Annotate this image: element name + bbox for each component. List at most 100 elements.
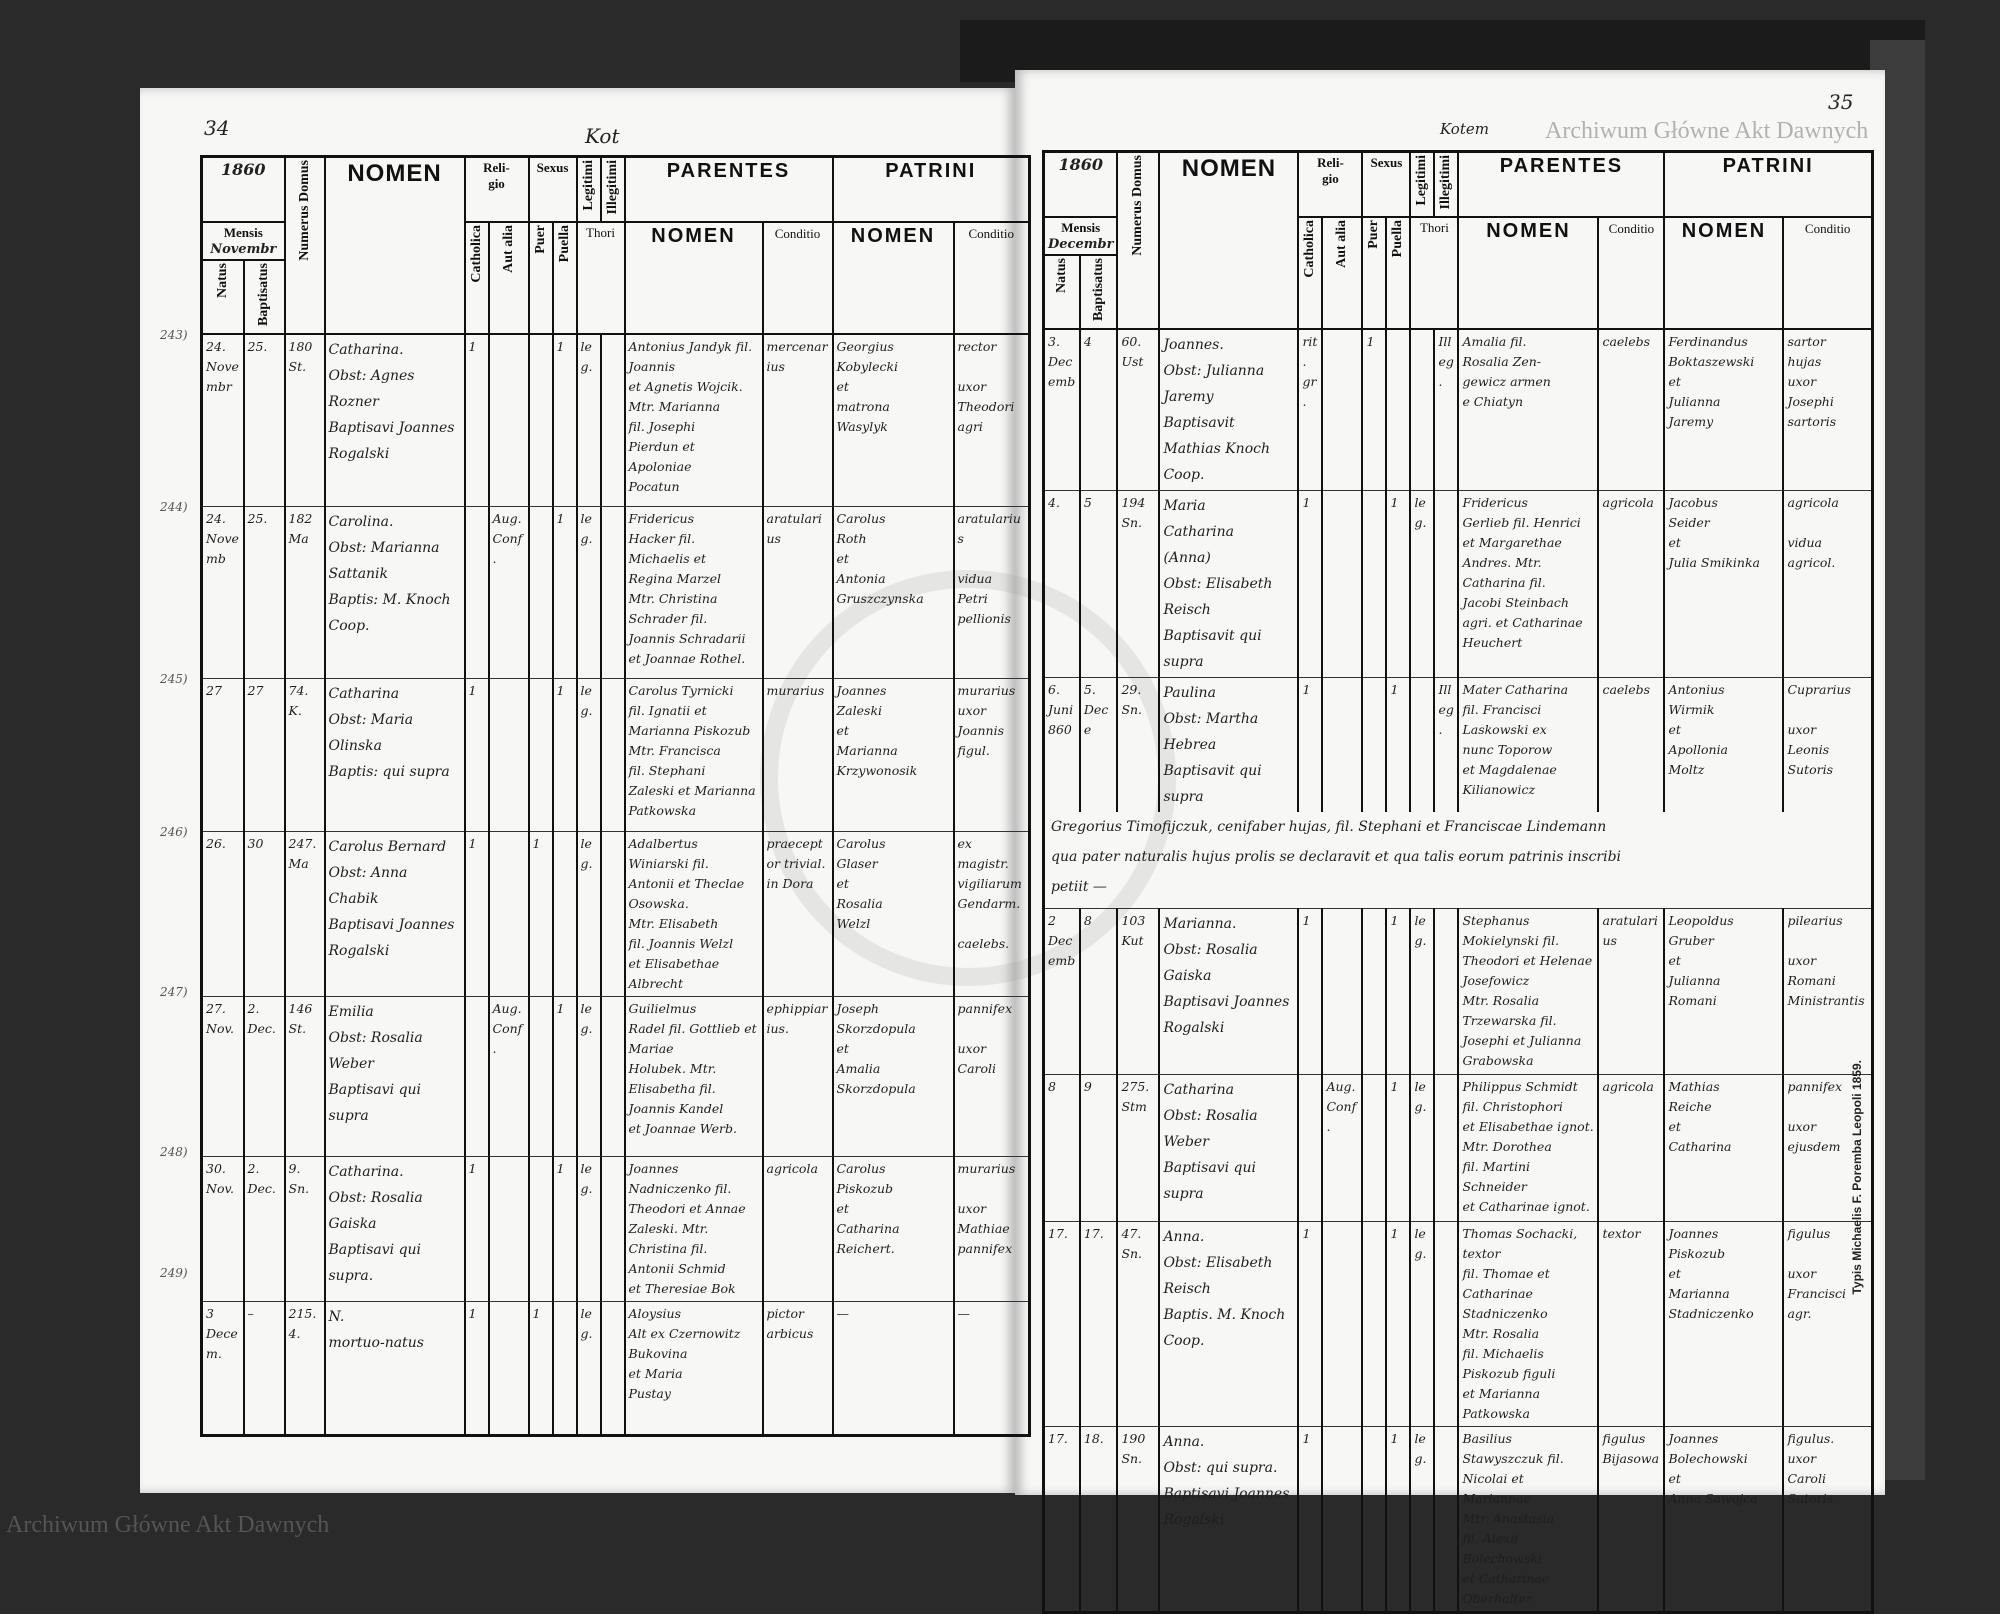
patrini-text: Joannes Bolechowski et Anna Sawojca — [1668, 1431, 1758, 1507]
cell-natus: 27 — [200, 677, 245, 832]
domus-text: 47. Sn. — [1121, 1226, 1143, 1262]
cell-catholica: 1 — [1297, 908, 1324, 1075]
cell-puer: 1 — [527, 1300, 554, 1436]
cell-parentes-conditio: mercenarius — [761, 333, 834, 507]
cell-domus: 247. Ma — [283, 830, 326, 997]
cell-legitimi: leg. — [1409, 908, 1436, 1075]
legitimi-text: leg. — [580, 510, 593, 546]
header-domus-label: Numerus Domus — [1130, 155, 1146, 256]
patrini-conditio-text: agricola vidua agricol. — [1787, 495, 1839, 571]
entry-note-row: Gregorius Timofijczuk, cenifaber hujas, … — [1042, 812, 1874, 909]
year-label: 1860 — [220, 160, 266, 179]
baptisatus-text: 2. Dec. — [247, 1160, 276, 1196]
header-baptisatus-label: Baptisatus — [1090, 258, 1106, 322]
cell-illegitimi — [1433, 490, 1460, 678]
register-entry-row: 26. 30 247. Ma Carolus Bernard Obst: Anna C… — [200, 830, 1031, 997]
cell-domus: 74. K. — [283, 677, 326, 832]
cell-catholica — [463, 505, 490, 679]
header-nomen-label: NOMEN — [347, 160, 442, 187]
nomen-text: Carolus Bernard Obst: Anna Chabik Baptis… — [328, 838, 455, 959]
patrini-conditio-text: pannifex uxor Caroli — [957, 1000, 1013, 1076]
cell-parentes: Aloysius Alt ex Czernowitz Bukovina et M… — [623, 1300, 764, 1436]
cell-natus: 4. — [1042, 490, 1081, 678]
header-patrini-conditio-label: Conditio — [1804, 221, 1851, 237]
cell-nomen: Marianna. Obst: Rosalia Gaiska Baptisavi… — [1158, 908, 1300, 1075]
header-puella-label: Puella — [1390, 220, 1406, 258]
header-aut-alia-label: Aut alia — [1334, 220, 1350, 269]
patrini-text: Joannes Piskozub et Marianna Stadniczenk… — [1668, 1226, 1754, 1322]
catholica-text: 1 — [468, 339, 477, 355]
cell-parentes-conditio: ephippiarius. — [761, 995, 834, 1157]
cell-parentes-conditio: agricola — [761, 1155, 834, 1302]
month-cell: Mensis Decembr — [1042, 216, 1119, 257]
legitimi-text: leg. — [580, 1305, 593, 1341]
parentes-text: Fridericus Hacker fil. Michaelis et Regi… — [628, 510, 746, 666]
cell-parentes-conditio: aratularius — [1597, 908, 1666, 1075]
header-thori-label: Thori — [1419, 220, 1449, 236]
cell-puer — [1361, 1221, 1388, 1427]
cell-baptisatus: 5. Dece — [1078, 677, 1119, 813]
header-puella: Puella — [551, 221, 578, 336]
cell-patrini-conditio: — — [952, 1300, 1031, 1436]
domus-text: 103 Kut — [1121, 913, 1146, 949]
cell-domus: 9. Sn. — [283, 1155, 326, 1302]
cell-patrini-conditio: Cuprarius uxor Leonis Sutoris — [1782, 677, 1874, 813]
header-row: Natus Baptisatus — [1042, 254, 1873, 331]
patrini-text: Carolus Piskozub et Catharina Reichert. — [836, 1160, 900, 1256]
puella-text: 1 — [1390, 1079, 1399, 1095]
cell-parentes: Amalia fil. Rosalia Zen- gewicz armen e … — [1457, 328, 1600, 491]
puella-text: 1 — [556, 510, 565, 526]
cell-aut-alia — [1321, 1221, 1364, 1427]
cell-illegitimi — [599, 995, 626, 1157]
header-legitimi-label: Legitimi — [1414, 155, 1430, 206]
cell-domus: 60. Ust — [1116, 328, 1161, 491]
header-religio-label: Reli- gio — [483, 160, 510, 191]
cell-parentes-conditio: agricola — [1597, 490, 1666, 678]
header-natus-label: Natus — [1053, 258, 1069, 294]
cell-baptisatus: 2. Dec. — [242, 995, 286, 1157]
cell-puella — [551, 830, 578, 997]
natus-text: 2 Decemb — [1048, 913, 1076, 969]
cell-nomen: Carolina. Obst: Marianna Sattanik Baptis… — [323, 505, 466, 679]
cell-puella: 1 — [1385, 908, 1412, 1075]
nomen-text: N. mortuo-natus — [328, 1308, 424, 1351]
parentes-conditio-text: agricola — [1602, 1079, 1654, 1095]
cell-baptisatus: 4 — [1078, 328, 1119, 491]
puella-text: 1 — [1390, 1431, 1399, 1447]
cell-parentes-conditio: caelebs — [1597, 328, 1666, 491]
natus-text: 3. Decemb — [1048, 334, 1076, 390]
cell-baptisatus: 30 — [242, 830, 286, 997]
natus-text: 6. Juni 860 — [1048, 682, 1074, 738]
header-parentes-nomen: NOMEN — [1457, 216, 1600, 331]
cell-aut-alia — [487, 677, 530, 832]
cell-catholica: 1 — [1297, 490, 1324, 678]
cell-puer — [527, 333, 554, 507]
header-baptisatus: Baptisatus — [242, 259, 286, 336]
cell-domus: 103 Kut — [1116, 908, 1161, 1075]
patrini-conditio-text: ex magistr. vigiliarum Gendarm. caelebs. — [957, 835, 1022, 951]
patrini-conditio-text: sartor hujas uxor Josephi sartoris — [1787, 334, 1837, 430]
left-page-number: 34 — [204, 116, 230, 140]
cell-parentes: Carolus Tyrnicki fil. Ignatii et Mariann… — [623, 677, 764, 832]
header-puer: Puer — [527, 221, 554, 336]
parentes-text: Amalia fil. Rosalia Zen- gewicz armen e … — [1462, 334, 1551, 410]
year-label: 1860 — [1058, 155, 1103, 174]
baptisatus-text: 25. — [247, 339, 268, 355]
cell-nomen: Anna. Obst: Elisabeth Reisch Baptis. M. … — [1158, 1221, 1300, 1427]
patrini-conditio-text: pilearius uxor Romani Ministrantis — [1787, 913, 1865, 1009]
cell-baptisatus: – — [242, 1300, 286, 1436]
baptisatus-text: – — [247, 1305, 254, 1321]
header-patrini-label: PATRINI — [885, 160, 977, 182]
catholica-text: 1 — [1302, 913, 1311, 929]
cell-puella: 1 — [551, 505, 578, 679]
puer-text: 1 — [532, 1305, 541, 1321]
catholica-text: 1 — [1302, 495, 1311, 511]
baptisatus-text: 25. — [247, 510, 268, 526]
patrini-conditio-text: pannifex uxor ejusdem — [1787, 1079, 1843, 1155]
cell-parentes-conditio: aratularius — [761, 505, 834, 679]
cell-aut-alia — [1321, 490, 1364, 678]
domus-text: 9. Sn. — [288, 1160, 310, 1196]
cell-patrini: Mathias Reiche et Catharina — [1663, 1074, 1785, 1222]
header-thori-label: Thori — [586, 225, 615, 241]
legitimi-text: leg. — [1414, 1431, 1427, 1467]
